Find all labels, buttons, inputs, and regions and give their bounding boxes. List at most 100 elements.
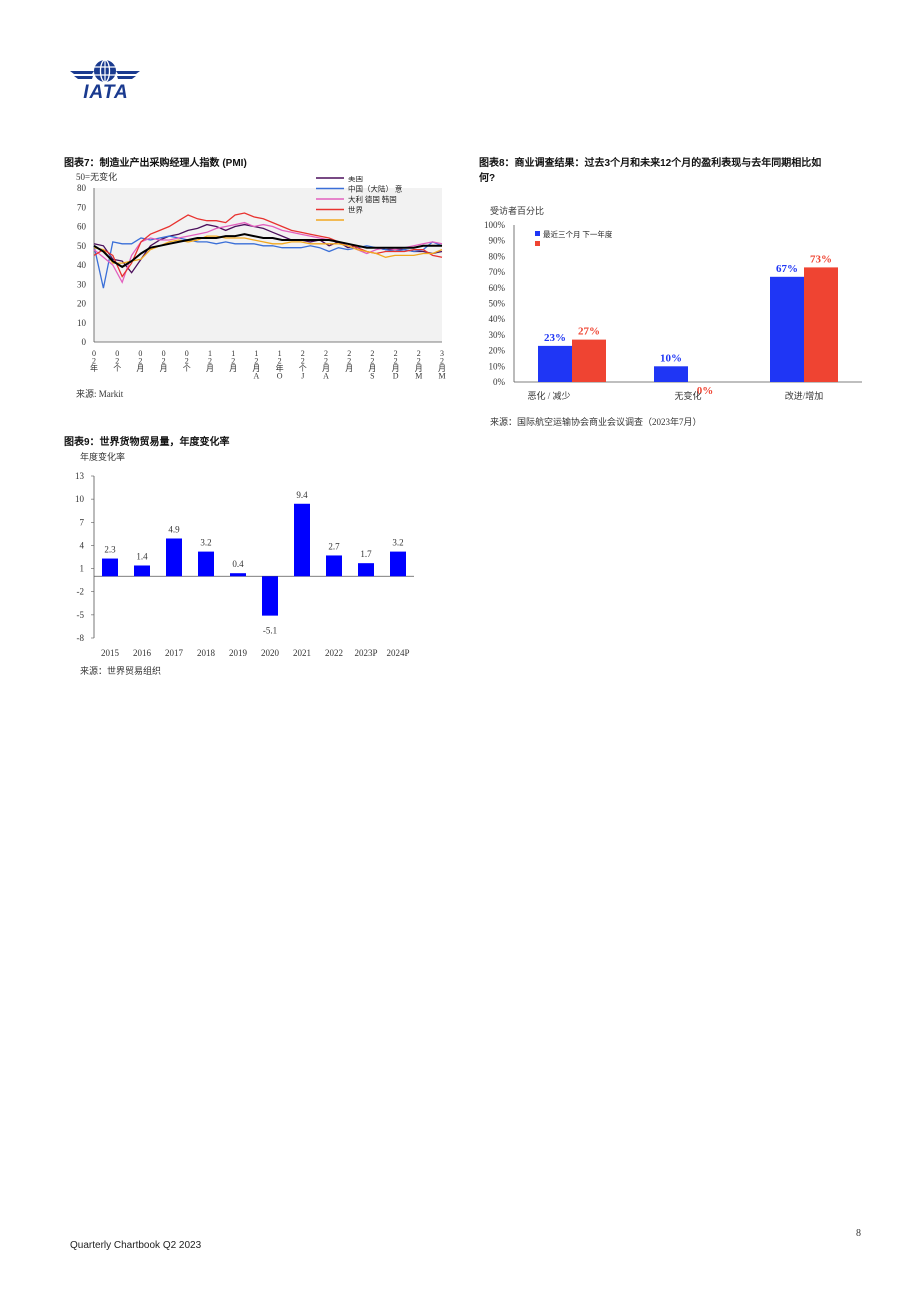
y-tick-label: 100% (484, 220, 506, 230)
series-line-4 (93, 212, 443, 278)
data-label: 23% (544, 332, 566, 344)
y-tick-label: 50% (489, 299, 506, 309)
footer-title: Quarterly Chartbook Q2 2023 (70, 1240, 202, 1251)
iata-logo: IATA (68, 56, 142, 104)
x-tick-label: 2 (278, 357, 282, 366)
data-label: 4.9 (168, 524, 180, 534)
y-tick-label: 10 (77, 318, 87, 328)
data-label: 0% (697, 385, 714, 397)
x-tick-label: M (415, 372, 422, 381)
x-tick-label: 年 (90, 363, 98, 373)
x-tick-label: 2 (370, 357, 374, 366)
bar-next-year (572, 339, 606, 382)
chart8-source: 来源：国际航空运输协会商业会议调查（2023年7月） (490, 417, 702, 427)
x-tick-label: 2 (324, 357, 328, 366)
y-tick-label: 20 (77, 299, 87, 309)
data-label: 3.2 (200, 538, 211, 548)
y-tick-label: 50 (77, 241, 87, 251)
bar (294, 503, 310, 577)
data-label: -5.1 (263, 626, 277, 636)
bar (390, 551, 406, 577)
x-tick-label: 0 (92, 349, 96, 358)
legend-label: 大利 德国 韩国 (348, 194, 397, 204)
x-tick-label: 2 (394, 349, 398, 358)
x-tick-label: 2 (254, 357, 258, 366)
x-tick-label: J (301, 372, 304, 381)
x-tick-label: 月 (229, 364, 237, 373)
x-tick-label: 2 (417, 349, 421, 358)
x-tick-label: D (393, 372, 399, 381)
x-tick-label: 月 (160, 364, 168, 373)
x-tick-label: 2 (324, 349, 328, 358)
x-tick-label: 无变化 (674, 390, 701, 401)
bar-last-three-months (770, 276, 804, 382)
chart9-source: 来源：世界贸易组织 (80, 666, 162, 676)
survey-bar-chart: 0% 10% 20% 30% 40% 50% 60% 70% 80% 90% 100% 23% 27% 恶… (484, 220, 862, 401)
bar (358, 563, 374, 577)
y-tick-label: -5 (77, 610, 85, 620)
y-tick-label: 30 (77, 279, 87, 289)
data-label: 73% (810, 253, 832, 265)
x-tick-label: A (323, 372, 329, 381)
series-line-2 (93, 235, 443, 289)
x-tick-label: 恶化 / 减少 (527, 390, 570, 401)
x-tick-label: 2015 (101, 648, 120, 658)
chart7-note: 50=无变化 (76, 172, 118, 182)
plot-area (94, 188, 442, 342)
data-label: 1.4 (136, 551, 148, 561)
x-tick-label: 2 (115, 357, 119, 366)
x-tick-label: 月 (345, 364, 353, 373)
bar-next-year (804, 267, 838, 382)
y-tick-label: 13 (75, 471, 85, 481)
y-tick-label: 30% (489, 330, 506, 340)
x-tick-label: 2018 (197, 648, 216, 658)
y-tick-label: 40 (77, 260, 87, 270)
y-tick-label: 80 (77, 183, 87, 193)
x-tick-label: 1 (208, 349, 212, 358)
chart9-title: 图表9：世界货物贸易量，年度变化率 (64, 437, 230, 448)
bar (102, 558, 118, 577)
chart7-source: 来源: Markit (76, 389, 124, 399)
y-tick-label: 7 (80, 517, 85, 527)
x-tick-label: 月 (368, 364, 376, 373)
globe-wings-icon (70, 59, 140, 83)
x-tick-label: 2 (208, 357, 212, 366)
chart7-title: 图表7：制造业产出采购经理人指数 (PMI) (64, 158, 247, 169)
bar (262, 576, 278, 616)
x-tick-label: 月 (322, 364, 330, 373)
x-tick-label: 2 (301, 357, 305, 366)
x-tick-label: 2019 (229, 648, 248, 658)
x-tick-label: 月 (392, 364, 400, 373)
x-tick-label: 月 (438, 364, 446, 373)
x-tick-label: 2023P (354, 648, 377, 658)
data-label: 2.3 (104, 545, 116, 555)
x-tick-label: 月 (252, 364, 260, 373)
x-tick-label: 2022 (325, 648, 343, 658)
legend-label: 中国（大陆） 意 (348, 184, 402, 194)
x-tick-label: 2017 (165, 648, 184, 658)
data-label: 0.4 (232, 559, 244, 569)
x-tick-label: 2021 (293, 648, 311, 658)
x-tick-label: 2 (301, 349, 305, 358)
y-tick-label: 20% (489, 346, 506, 356)
y-tick-label: 80% (489, 251, 506, 261)
y-tick-label: 10% (489, 361, 506, 371)
x-tick-label: 2 (92, 357, 96, 366)
logo-text: IATA (83, 82, 129, 103)
data-label: 2.7 (328, 541, 340, 551)
y-tick-label: -2 (77, 587, 85, 597)
data-label: 27% (578, 326, 600, 338)
x-tick-label: 2020 (261, 648, 280, 658)
x-tick-label: 个 (113, 364, 121, 373)
y-tick-label: 70% (489, 267, 506, 277)
x-tick-label: 月 (415, 364, 423, 373)
y-tick-label: 60% (489, 283, 506, 293)
x-tick-label: 改进/增加 (785, 390, 824, 401)
x-tick-label: O (277, 372, 283, 381)
legend-swatch (535, 231, 540, 236)
x-tick-label: M (438, 372, 445, 381)
data-label: 10% (660, 352, 682, 364)
data-label: 1.7 (360, 549, 372, 559)
x-tick-label: 2 (231, 357, 235, 366)
